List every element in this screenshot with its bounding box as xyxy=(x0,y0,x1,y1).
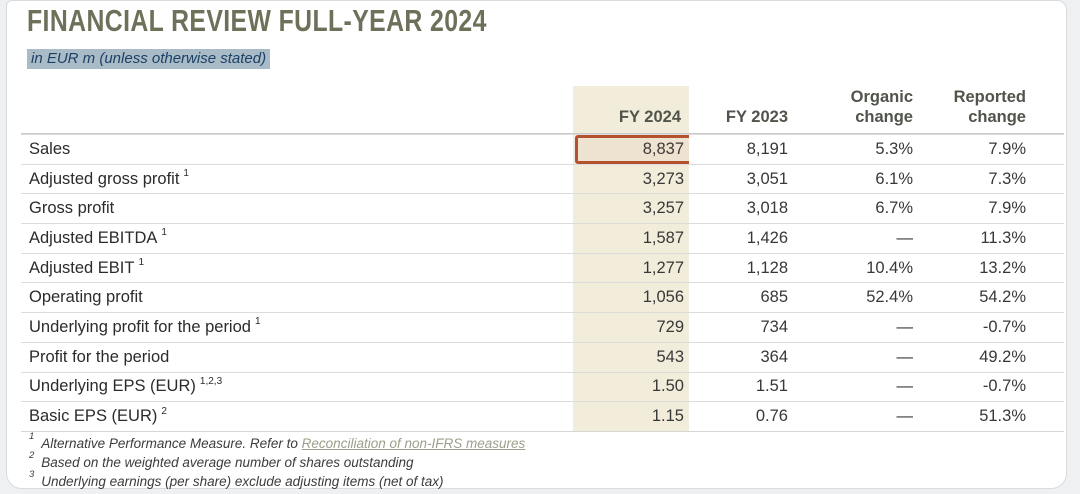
fy2024-value: 543 xyxy=(573,342,689,372)
footnotes: 1 Alternative Performance Measure. Refer … xyxy=(29,430,1036,491)
organic-change-value: 52.4% xyxy=(866,288,913,307)
row-label: Basic EPS (EUR) xyxy=(29,407,158,426)
fy2024-value: 8,837 xyxy=(573,135,689,164)
organic-change-value: — xyxy=(896,377,914,396)
footnote-text: Alternative Performance Measure. Refer t… xyxy=(41,436,302,451)
organic-change-value: — xyxy=(896,228,914,247)
units-note: in EUR m (unless otherwise stated) xyxy=(27,49,271,69)
page-title: FINANCIAL REVIEW FULL-YEAR 2024 xyxy=(27,3,487,38)
footnote-marker: 1 xyxy=(29,430,35,442)
footnote-marker: 2 xyxy=(29,449,35,461)
footnote-marker: 3 xyxy=(29,468,35,480)
table-row-profit-for-period: Profit for the period 543 364 — 49.2% xyxy=(21,341,1064,372)
header-spacer xyxy=(21,86,573,133)
fy2024-value: 1,056 xyxy=(573,283,689,313)
fy2024-value: 3,273 xyxy=(573,164,689,194)
header-fy2024: FY 2024 xyxy=(573,86,689,133)
fy2024-value: 1,587 xyxy=(573,224,689,253)
reported-change-value: 11.3% xyxy=(980,228,1026,247)
fy2023-value: 1,426 xyxy=(746,228,788,247)
organic-change-value: — xyxy=(896,347,914,366)
table-header-row: FY 2024 FY 2023 Organic change Reported … xyxy=(21,86,1064,134)
row-label: Adjusted EBIT xyxy=(29,258,135,277)
row-label: Operating profit xyxy=(29,288,143,307)
organic-change-value: 10.4% xyxy=(866,258,913,277)
row-label: Adjusted EBITDA xyxy=(29,228,158,247)
fy2023-value: 734 xyxy=(760,317,788,336)
organic-change-value: 6.1% xyxy=(875,169,913,188)
organic-change-value: 6.7% xyxy=(875,199,913,218)
reported-change-value: 7.3% xyxy=(988,169,1026,188)
report-card: FINANCIAL REVIEW FULL-YEAR 2024 in EUR m… xyxy=(6,0,1067,489)
fy2024-value: 3,257 xyxy=(573,194,689,224)
reported-change-value: 51.3% xyxy=(979,407,1026,426)
table-row-operating-profit: Operating profit 1,056 685 52.4% 54.2% xyxy=(21,282,1064,313)
footnote-1: 1 Alternative Performance Measure. Refer … xyxy=(29,430,1036,453)
reported-change-value: 7.9% xyxy=(988,139,1026,158)
fy2023-value: 0.76 xyxy=(755,407,788,426)
fy2023-value: 8,191 xyxy=(746,139,788,158)
fy2024-value: 1.50 xyxy=(573,372,689,402)
header-organic-change: Organic change xyxy=(850,87,913,126)
footnote-text: Based on the weighted average number of … xyxy=(41,455,414,470)
organic-change-value: — xyxy=(896,317,914,336)
reported-change-value: 7.9% xyxy=(988,199,1026,218)
footnote-3: 3 Underlying earnings (per share) exclude… xyxy=(29,468,1036,491)
header-reported-change: Reported change xyxy=(953,87,1026,126)
table-row-adjusted-gross-profit: Adjusted gross profit 1 3,273 3,051 6.1% … xyxy=(21,163,1064,194)
fy2023-value: 1,128 xyxy=(746,258,788,277)
table-row-adjusted-ebit: Adjusted EBIT 1 1,277 1,128 10.4% 13.2% xyxy=(21,252,1064,283)
row-label: Underlying EPS (EUR) xyxy=(29,377,196,396)
reconciliation-link[interactable]: Reconciliation of non-IFRS measures xyxy=(301,436,526,451)
table-body: Sales 8,837 8,191 5.3% 7.9% Adjusted gro… xyxy=(21,134,1064,432)
fy2024-value: 729 xyxy=(573,313,689,342)
fy2023-value: 3,018 xyxy=(746,199,788,218)
organic-change-value: 5.3% xyxy=(875,139,913,158)
fy2023-value: 3,051 xyxy=(746,169,788,188)
footnote-text: Underlying earnings (per share) exclude … xyxy=(41,474,444,489)
fy2024-value: 1.15 xyxy=(573,402,689,431)
reported-change-value: 49.2% xyxy=(979,347,1026,366)
reported-change-value: -0.7% xyxy=(982,317,1026,336)
reported-change-value: 13.2% xyxy=(979,258,1026,277)
table-row-gross-profit: Gross profit 3,257 3,018 6.7% 7.9% xyxy=(21,193,1064,224)
fy2023-value: 364 xyxy=(760,347,788,366)
table-row-underlying-eps: Underlying EPS (EUR) 1,2,3 1.50 1.51 — -0… xyxy=(21,371,1064,402)
table-row-sales: Sales 8,837 8,191 5.3% 7.9% xyxy=(21,134,1064,164)
fy2023-value: 1.51 xyxy=(755,377,788,396)
row-label: Sales xyxy=(29,139,71,158)
fy2024-value: 1,277 xyxy=(573,253,689,283)
row-label: Profit for the period xyxy=(29,347,170,366)
fy2023-value: 685 xyxy=(760,288,788,307)
row-label: Adjusted gross profit xyxy=(29,169,180,188)
footnote-2: 2 Based on the weighted average number of… xyxy=(29,449,1036,472)
header-fy2023: FY 2023 xyxy=(725,107,788,126)
reported-change-value: 54.2% xyxy=(979,288,1026,307)
row-label: Underlying profit for the period xyxy=(29,317,251,336)
financial-table: FY 2024 FY 2023 Organic change Reported … xyxy=(21,86,1064,432)
organic-change-value: — xyxy=(896,407,914,426)
table-row-underlying-profit: Underlying profit for the period 1 729 73… xyxy=(21,312,1064,342)
reported-change-value: -0.7% xyxy=(982,377,1026,396)
table-row-basic-eps: Basic EPS (EUR) 2 1.15 0.76 — 51.3% xyxy=(21,401,1064,431)
table-row-adjusted-ebitda: Adjusted EBITDA 1 1,587 1,426 — 11.3% xyxy=(21,223,1064,253)
row-label: Gross profit xyxy=(29,199,115,218)
